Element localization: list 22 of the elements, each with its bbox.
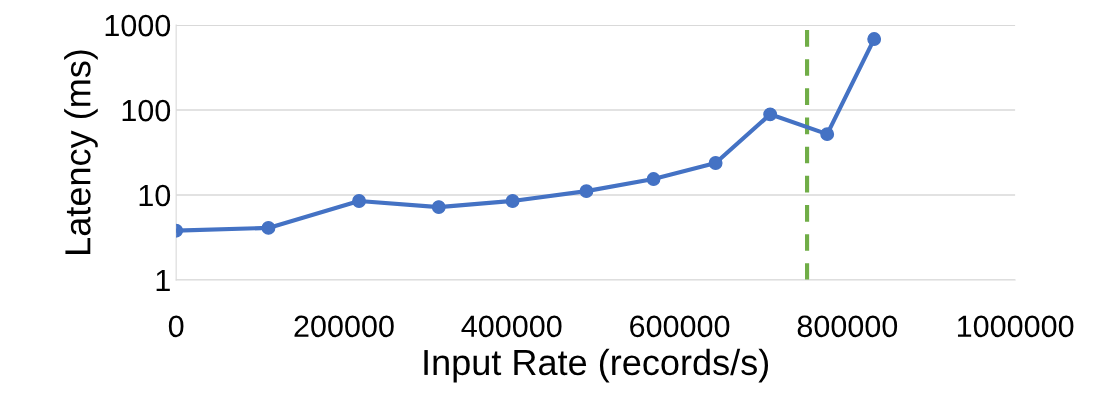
y-axis-title: Latency (ms) xyxy=(64,50,98,254)
x-tick-label: 600000 xyxy=(630,315,730,338)
y-tick-label: 1000 xyxy=(105,14,171,37)
x-axis-title: Input Rate (records/s) xyxy=(424,348,769,383)
y-tick-label: 10 xyxy=(139,184,171,207)
point xyxy=(261,220,276,235)
x-tick-label: 200000 xyxy=(294,315,394,338)
point xyxy=(708,156,723,170)
x-tick-label: 0 xyxy=(168,315,184,338)
point xyxy=(579,184,594,199)
y-tick-label: 1 xyxy=(156,270,170,292)
x-tick-label: 1000000 xyxy=(957,315,1074,338)
point xyxy=(867,32,882,47)
point xyxy=(820,127,835,142)
point xyxy=(352,194,366,208)
x-tick-label: 400000 xyxy=(461,315,562,338)
y-tick-label: 100 xyxy=(122,99,171,122)
point xyxy=(431,200,446,215)
point xyxy=(763,107,778,122)
x-tick-label: 800000 xyxy=(797,315,898,338)
point xyxy=(505,194,520,208)
point xyxy=(646,172,661,187)
